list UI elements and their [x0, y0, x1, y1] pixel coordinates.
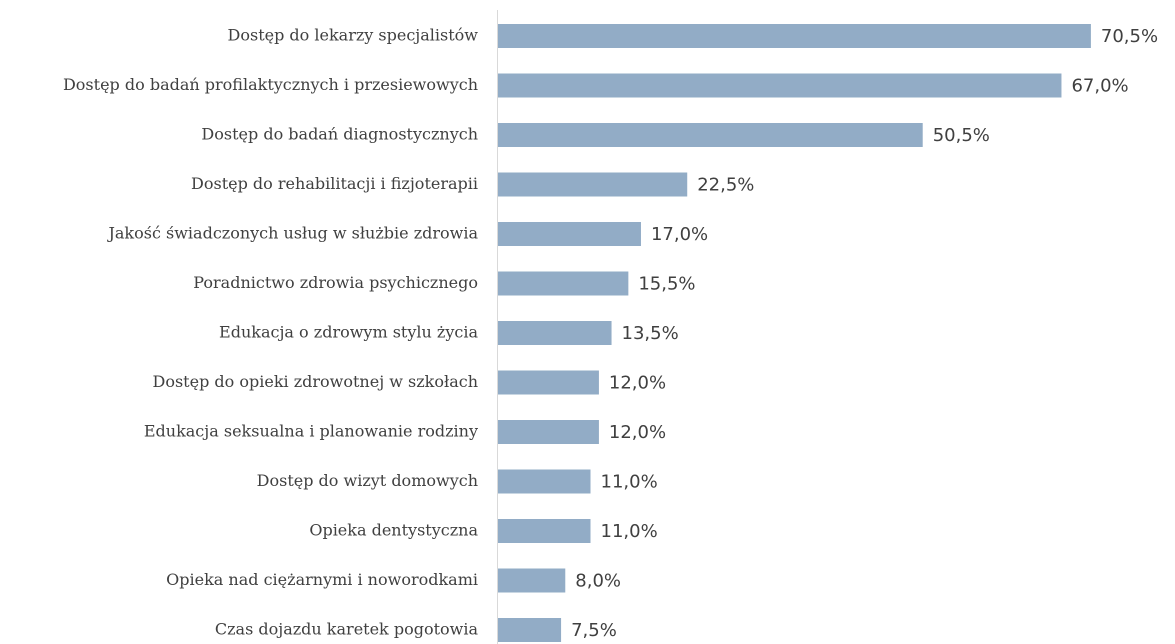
value-label: 7,5% — [571, 620, 617, 641]
category-label: Jakość świadczonych usług w służbie zdro… — [106, 224, 478, 243]
value-label: 12,0% — [609, 422, 666, 443]
bar — [498, 519, 591, 543]
category-label: Dostęp do wizyt domowych — [257, 471, 478, 490]
bar — [498, 172, 688, 197]
value-label: 17,0% — [651, 224, 708, 245]
value-label: 11,0% — [601, 521, 658, 542]
value-label: 15,5% — [638, 274, 695, 295]
category-label: Edukacja o zdrowym stylu życia — [219, 323, 478, 342]
bar — [498, 420, 599, 444]
category-label: Dostęp do lekarzy specjalistów — [228, 26, 479, 45]
category-label: Opieka dentystyczna — [309, 521, 478, 540]
value-label: 12,0% — [609, 373, 666, 394]
value-label: 8,0% — [575, 571, 621, 592]
value-label: 13,5% — [622, 323, 679, 344]
bar — [498, 123, 923, 147]
bar — [498, 568, 566, 593]
category-label: Dostęp do badań diagnostycznych — [201, 125, 478, 144]
value-label: 70,5% — [1101, 26, 1158, 47]
category-label: Poradnictwo zdrowia psychicznego — [193, 273, 478, 292]
value-label: 50,5% — [933, 125, 990, 146]
category-label: Opieka nad ciężarnymi i noworodkami — [166, 570, 478, 589]
bar — [498, 24, 1091, 48]
category-label: Czas dojazdu karetek pogotowia — [215, 620, 479, 639]
category-label: Dostęp do rehabilitacji i fizjoterapii — [191, 174, 478, 193]
bar — [498, 222, 641, 246]
bar — [498, 73, 1062, 98]
bar — [498, 618, 562, 642]
bar — [498, 271, 629, 296]
value-label: 67,0% — [1071, 76, 1128, 97]
bar — [498, 370, 599, 395]
value-label: 11,0% — [601, 472, 658, 493]
category-label: Edukacja seksualna i planowanie rodziny — [144, 422, 478, 441]
category-label: Dostęp do badań profilaktycznych i przes… — [63, 75, 478, 94]
bar — [498, 469, 591, 494]
bar — [498, 321, 612, 345]
category-label: Dostęp do opieki zdrowotnej w szkołach — [153, 372, 479, 391]
value-label: 22,5% — [697, 175, 754, 196]
